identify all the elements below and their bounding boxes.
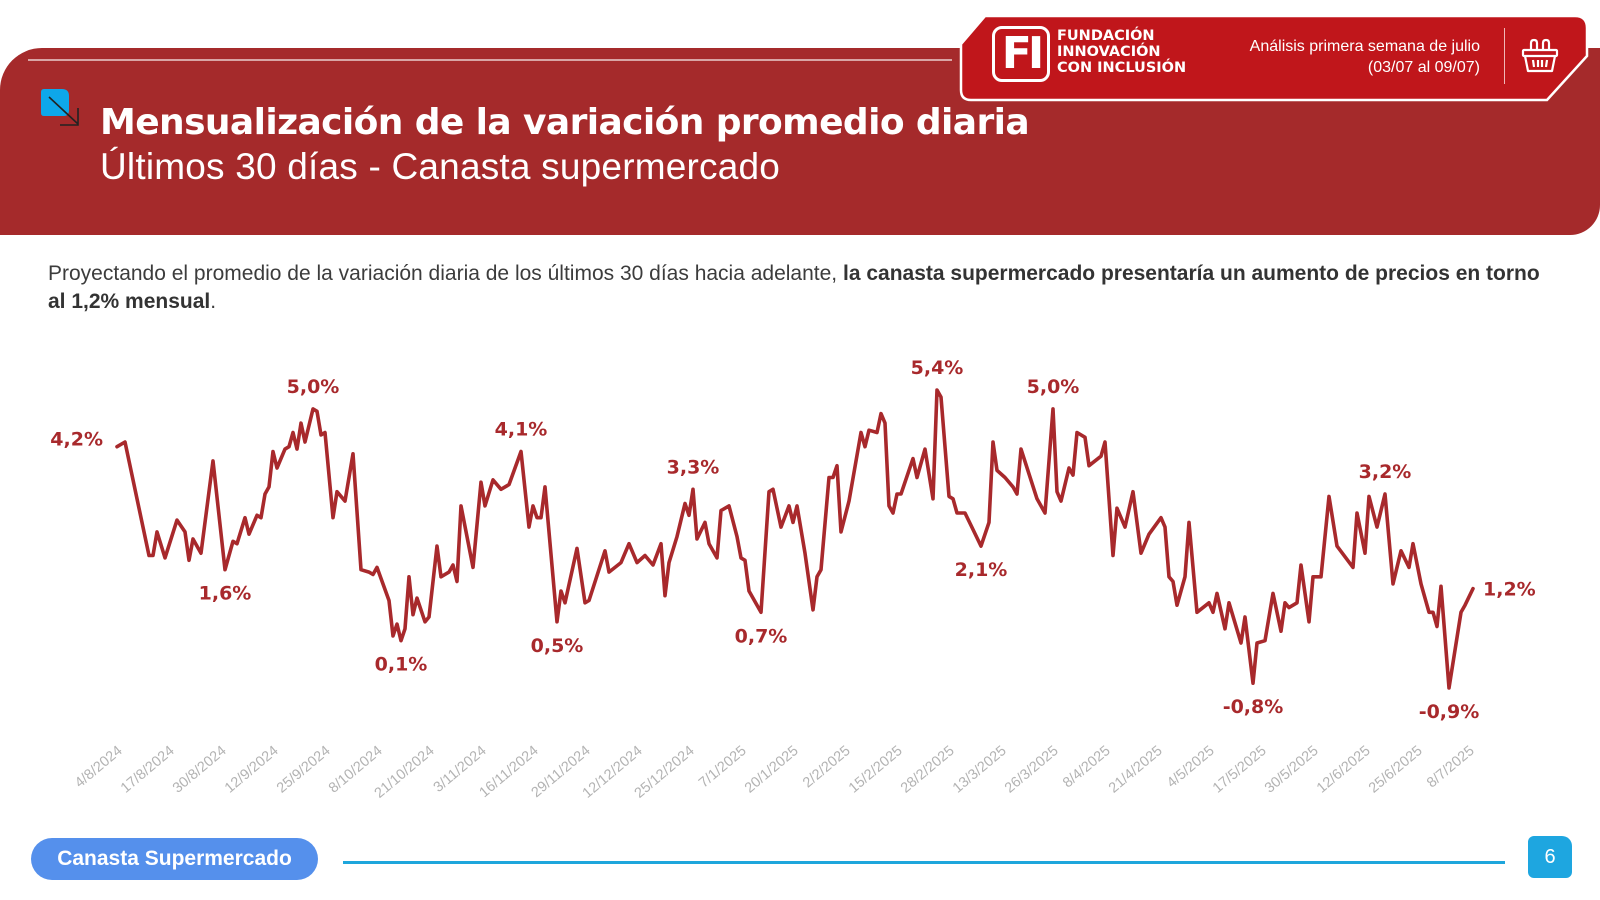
data-label: 4,1% (495, 418, 548, 440)
x-tick-label: 28/2/2025 (898, 743, 958, 797)
intro-end: . (210, 290, 217, 313)
data-label: -0,8% (1223, 696, 1284, 718)
x-tick-label: 25/9/2024 (274, 743, 334, 797)
x-tick-label: 25/6/2025 (1366, 743, 1426, 797)
x-tick-label: 17/5/2025 (1210, 743, 1270, 797)
annotations: 4,2% 5,0% 1,6% 0,1% 4,1% 0,5% 3,3% 0,7% 5,4% 2,1%… (50, 357, 1535, 723)
data-label: 1,6% (199, 583, 252, 605)
logo-line: FUNDACIÓN (1057, 28, 1155, 44)
x-tick-label: 30/5/2025 (1262, 743, 1322, 797)
x-tick-label: 26/3/2025 (1002, 743, 1062, 797)
page-number: 6 (1528, 836, 1572, 878)
data-points (116, 389, 1474, 689)
data-label: 5,0% (1027, 376, 1080, 398)
logo-line: INNOVACIÓN (1057, 44, 1161, 60)
data-label: 4,2% (50, 429, 103, 451)
diagonal-arrow-icon (41, 89, 79, 126)
data-label: 5,0% (287, 376, 340, 398)
data-label: 0,1% (375, 654, 428, 676)
shopping-basket-icon (1521, 38, 1559, 73)
page-title: Mensualización de la variación promedio … (100, 102, 1030, 143)
data-label: 3,3% (667, 456, 720, 478)
analysis-dates: (03/07 al 09/07) (1367, 59, 1480, 76)
intro-highlight: la canasta supermercado presentaría un a… (48, 262, 1540, 313)
x-tick-label: 12/9/2024 (222, 743, 282, 797)
intro-text: Proyectando el promedio de la variación … (48, 262, 843, 285)
series-line (115, 388, 1475, 690)
x-tick-label: 17/8/2024 (118, 743, 178, 797)
intro-paragraph: Proyectando el promedio de la variación … (48, 260, 1548, 316)
data-label: 1,2% (1483, 579, 1536, 601)
x-tick-label: 15/2/2025 (846, 743, 906, 797)
logo-mark: FI (992, 26, 1050, 82)
data-label: 2,1% (955, 559, 1008, 581)
page-subtitle: Últimos 30 días - Canasta supermercado (100, 146, 781, 187)
data-label: -0,9% (1419, 701, 1480, 723)
section-label: Canasta Supermercado (31, 838, 318, 880)
x-axis-ticks: 4/8/202417/8/202430/8/202412/9/202425/9/… (72, 743, 1478, 802)
data-label: 3,2% (1359, 461, 1412, 483)
x-tick-label: 20/1/2025 (742, 743, 802, 797)
logo-text: FUNDACIÓN INNOVACIÓN CON INCLUSIÓN (1057, 28, 1186, 76)
header-divider (28, 59, 952, 61)
footer-line (343, 861, 1505, 864)
x-tick-label: 21/4/2025 (1106, 743, 1166, 797)
data-label: 0,7% (735, 625, 788, 647)
header-tab (959, 14, 1589, 102)
x-tick-label: 13/3/2025 (950, 743, 1010, 797)
data-label: 5,4% (911, 357, 964, 379)
logo-line: CON INCLUSIÓN (1057, 60, 1187, 76)
analysis-title: Análisis primera semana de julio (1249, 38, 1480, 55)
analysis-period: Análisis primera semana de julio (03/07 … (1250, 36, 1480, 78)
x-tick-label: 12/6/2025 (1314, 743, 1374, 797)
x-tick-label: 8/7/2025 (1424, 743, 1478, 792)
tab-divider (1504, 28, 1505, 84)
data-label: 0,5% (531, 635, 584, 657)
x-tick-label: 30/8/2024 (170, 743, 230, 797)
